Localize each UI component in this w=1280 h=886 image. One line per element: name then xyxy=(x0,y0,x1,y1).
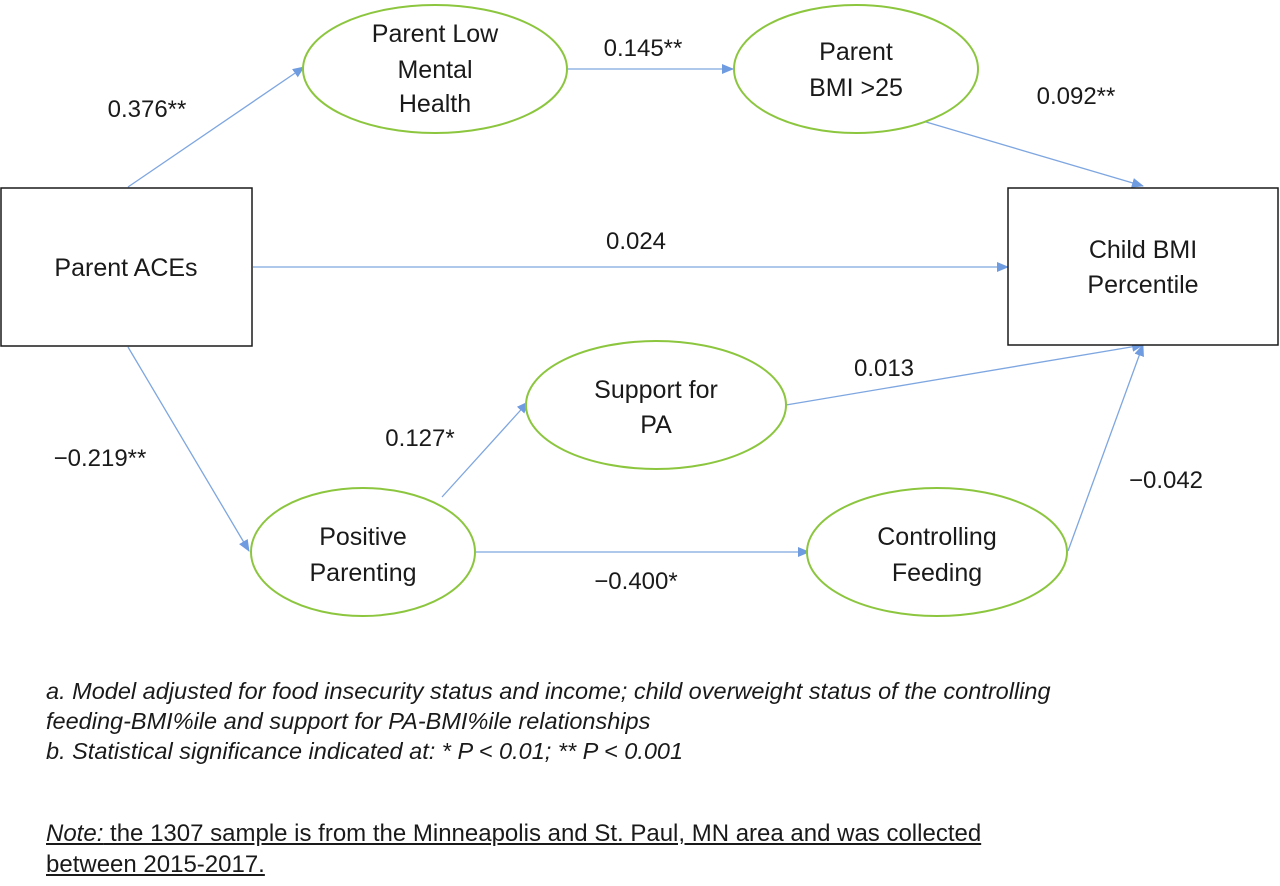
node-child-bmi-percentile xyxy=(1007,187,1279,346)
footnote-a-line1: a. Model adjusted for food insecurity st… xyxy=(46,678,1051,704)
node-controlling-feeding xyxy=(806,487,1068,617)
footnote-a-line2: feeding-BMI%ile and support for PA-BMI%i… xyxy=(46,708,651,734)
coef-aces-to-child: 0.024 xyxy=(606,228,666,255)
coef-parenting-to-feeding: −0.400* xyxy=(594,568,677,595)
label-parent-low-mental-health-3: Health xyxy=(399,90,471,118)
coef-parenting-to-support: 0.127* xyxy=(385,425,454,452)
coef-aces-to-mental-health: 0.376** xyxy=(108,96,187,123)
coef-mental-health-to-bmi: 0.145** xyxy=(604,35,683,62)
sample-note: Note: the 1307 sample is from the Minnea… xyxy=(46,818,1266,880)
node-parent-low-mental-health xyxy=(302,4,568,134)
label-child-bmi-1: Child BMI xyxy=(1089,236,1197,264)
label-controlling-feeding-1: Controlling xyxy=(877,523,997,551)
label-support-for-pa-2: PA xyxy=(640,411,672,439)
label-parent-bmi-1: Parent xyxy=(819,38,893,66)
coef-feeding-to-child: −0.042 xyxy=(1129,467,1203,494)
sample-note-line2: between 2015-2017. xyxy=(46,851,265,878)
footnotes: a. Model adjusted for food insecurity st… xyxy=(46,676,1266,766)
arrow-parenting-to-support xyxy=(441,401,529,498)
label-positive-parenting-1: Positive xyxy=(319,523,407,551)
coef-bmi-to-child: 0.092** xyxy=(1037,83,1116,110)
coef-aces-to-parenting: −0.219** xyxy=(54,445,147,472)
node-support-for-pa xyxy=(525,340,787,470)
sample-note-text: the 1307 sample is from the Minneapolis … xyxy=(103,820,982,847)
node-parent-bmi xyxy=(733,4,979,134)
coef-support-to-child: 0.013 xyxy=(854,355,914,382)
label-controlling-feeding-2: Feeding xyxy=(892,559,982,587)
label-child-bmi-2: Percentile xyxy=(1087,271,1198,299)
arrow-support-to-child xyxy=(785,341,1144,406)
arrow-aces-to-parenting xyxy=(127,346,250,552)
label-parent-low-mental-health-2: Mental xyxy=(397,56,472,84)
label-parent-aces: Parent ACEs xyxy=(54,254,197,282)
label-parent-bmi-2: BMI >25 xyxy=(809,74,903,102)
label-support-for-pa-1: Support for xyxy=(594,376,718,404)
node-positive-parenting xyxy=(250,487,476,617)
arrow-feeding-to-child xyxy=(1067,344,1144,552)
node-parent-aces xyxy=(0,187,253,347)
footnote-b: b. Statistical significance indicated at… xyxy=(46,738,684,764)
sample-note-line1: Note: the 1307 sample is from the Minnea… xyxy=(46,818,1266,849)
sample-note-label: Note: xyxy=(46,820,104,847)
arrow-aces-to-mental-health xyxy=(127,66,305,188)
label-positive-parenting-2: Parenting xyxy=(309,559,416,587)
label-parent-low-mental-health-1: Parent Low xyxy=(372,20,499,48)
